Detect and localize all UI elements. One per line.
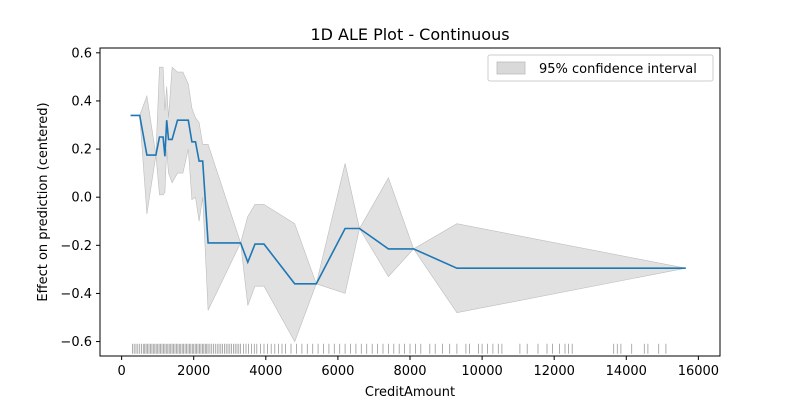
x-tick-label: 4000 bbox=[249, 364, 282, 379]
x-tick-label: 0 bbox=[117, 364, 125, 379]
chart-title: 1D ALE Plot - Continuous bbox=[310, 25, 509, 44]
y-tick-label: 0.2 bbox=[71, 143, 92, 158]
y-axis-label: Effect on prediction (centered) bbox=[36, 102, 51, 301]
x-axis: 0 2000 4000 6000 8000 10000 12000 14000 16000 bbox=[117, 356, 719, 379]
x-tick-label: 2000 bbox=[177, 364, 210, 379]
x-tick-label: 10000 bbox=[461, 364, 502, 379]
y-tick-label: −0.4 bbox=[60, 287, 92, 302]
x-tick-label: 16000 bbox=[678, 364, 719, 379]
y-tick-label: 0.0 bbox=[71, 191, 92, 206]
y-tick-label: −0.2 bbox=[60, 239, 92, 254]
y-tick-label: 0.6 bbox=[71, 46, 92, 61]
legend-swatch bbox=[496, 61, 526, 75]
x-tick-label: 8000 bbox=[393, 364, 426, 379]
legend-label: 95% confidence interval bbox=[539, 62, 697, 77]
x-tick-label: 14000 bbox=[606, 364, 647, 379]
confidence-band bbox=[130, 66, 686, 343]
y-axis: −0.6 −0.4 −0.2 0.0 0.2 0.4 0.6 bbox=[60, 46, 100, 350]
legend: 95% confidence interval bbox=[487, 54, 714, 82]
x-axis-label: CreditAmount bbox=[365, 385, 455, 400]
legend-box bbox=[487, 54, 714, 82]
x-tick-label: 12000 bbox=[534, 364, 575, 379]
x-tick-label: 6000 bbox=[321, 364, 354, 379]
plot-frame bbox=[99, 47, 721, 357]
plot-area bbox=[130, 66, 686, 354]
y-tick-label: −0.6 bbox=[60, 335, 92, 350]
y-tick-label: 0.4 bbox=[71, 94, 92, 109]
ale-line bbox=[130, 114, 686, 285]
